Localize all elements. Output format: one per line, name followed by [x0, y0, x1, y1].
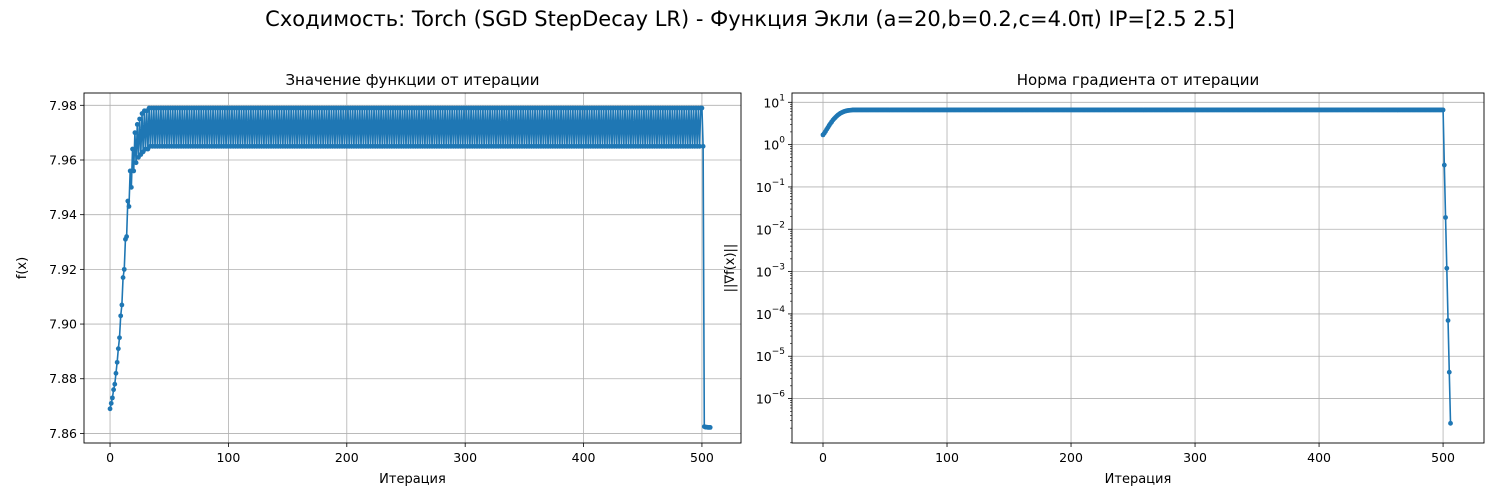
data-point [1445, 318, 1451, 323]
x-tick-label: 300 [453, 450, 477, 465]
x-tick-label: 0 [106, 450, 114, 465]
y-tick-label: 100 [763, 136, 785, 153]
data-point [128, 184, 134, 190]
x-tick-label: 500 [690, 450, 714, 465]
data-point [114, 359, 120, 365]
y-tick-label: 10−5 [756, 347, 785, 364]
data-point [111, 387, 116, 393]
y-tick-label: 7.86 [49, 426, 77, 441]
data-point [124, 234, 130, 239]
y-tick-label: 10−6 [756, 390, 785, 407]
y-axis-label: f(x) [15, 257, 30, 279]
data-point [131, 168, 137, 174]
data-point [132, 130, 138, 136]
x-tick-label: 400 [572, 450, 596, 465]
x-axis-label: Итерация [379, 472, 446, 487]
y-tick-label: 7.98 [49, 98, 77, 113]
y-tick-label: 7.92 [49, 262, 77, 277]
chart-title: Норма градиента от итерации [1017, 71, 1260, 89]
y-tick-label: 7.88 [49, 371, 77, 386]
figure-title: Сходимость: Torch (SGD StepDecay LR) - Ф… [265, 7, 1235, 31]
gradient-norm-chart: Норма градиента от итерации Итерация ||∇f(… [723, 71, 1485, 487]
data-point [120, 275, 126, 280]
data-point [137, 116, 143, 122]
data-point [115, 346, 121, 352]
x-tick-label: 100 [216, 450, 240, 465]
y-tick-label: 10−3 [756, 263, 785, 280]
x-tick-label: 400 [1307, 450, 1331, 465]
data-point [134, 122, 140, 127]
data-point [699, 105, 705, 111]
series-markers [107, 105, 713, 430]
y-tick-label: 101 [763, 93, 785, 110]
data-point [125, 198, 131, 204]
x-tick-label: 200 [1059, 450, 1083, 465]
x-tick-label: 200 [335, 450, 359, 465]
y-tick-label: 10−2 [756, 220, 785, 237]
x-axis-label: Итерация [1105, 472, 1172, 487]
data-point [130, 146, 135, 152]
plot-frame [791, 92, 1485, 444]
data-point [1446, 369, 1452, 375]
data-point [119, 302, 125, 308]
data-point [133, 160, 139, 166]
y-tick-label: 7.94 [49, 207, 77, 222]
data-point [113, 370, 119, 376]
data-point [127, 168, 133, 174]
data-point [700, 143, 706, 149]
chart-title: Значение функции от итерации [285, 71, 539, 89]
x-tick-label: 300 [1183, 450, 1207, 465]
data-point [1441, 162, 1447, 168]
y-tick-label: 10−1 [756, 178, 785, 195]
x-tick-label: 0 [819, 450, 827, 465]
y-tick-label: 7.96 [49, 152, 77, 167]
plot-frame [83, 92, 742, 444]
data-point [126, 204, 132, 209]
series-line [822, 109, 1452, 424]
function-value-chart: Значение функции от итерации Итерация f(x)… [15, 71, 742, 487]
data-point [110, 395, 115, 401]
data-point [1444, 265, 1450, 271]
data-point [1443, 215, 1448, 220]
data-point [707, 425, 713, 430]
y-tick-label: 10−4 [756, 305, 785, 322]
data-point [697, 143, 702, 149]
data-point [118, 313, 124, 319]
series-line [109, 107, 711, 429]
data-point [121, 266, 127, 272]
data-point [107, 406, 113, 412]
data-point [108, 400, 114, 406]
data-point [1448, 420, 1453, 426]
data-point [1440, 107, 1446, 113]
y-tick-label: 7.90 [49, 317, 77, 332]
y-axis-label: ||∇f(x)|| [723, 244, 738, 293]
x-tick-label: 100 [935, 450, 959, 465]
series-markers [820, 107, 1453, 426]
x-tick-label: 500 [1431, 450, 1455, 465]
data-point [117, 335, 122, 341]
data-point [112, 381, 118, 387]
